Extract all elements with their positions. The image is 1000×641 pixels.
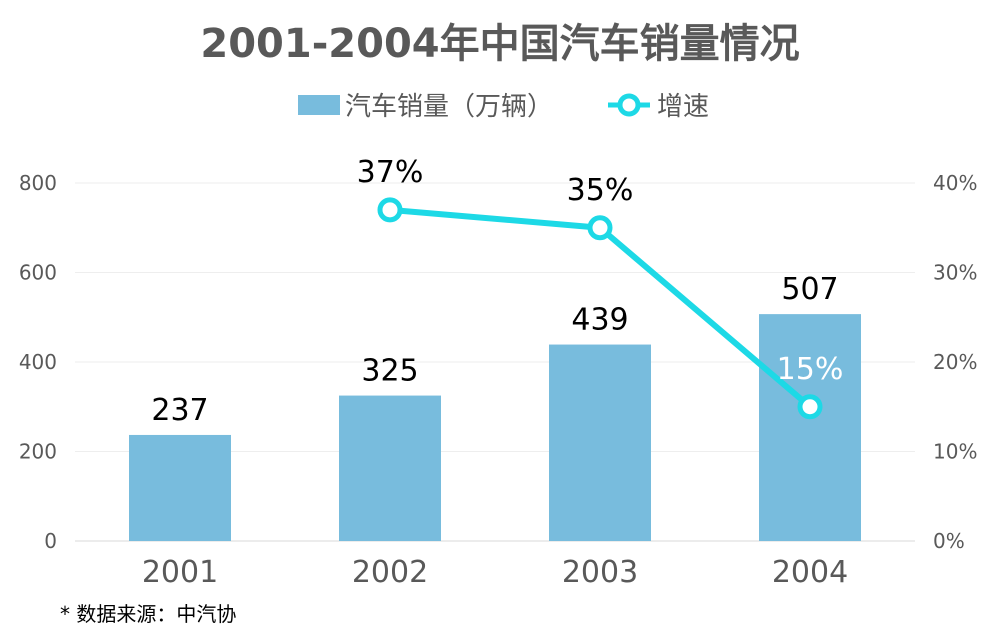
y-left-tick-label: 800: [19, 171, 57, 195]
x-tick-label: 2002: [352, 555, 428, 590]
legend: 汽车销量（万辆） 增速: [298, 92, 709, 122]
growth-point-2002: [377, 197, 403, 223]
growth-data-label: 35%: [567, 173, 634, 208]
bar-2002: [339, 395, 441, 541]
bar-2001: [129, 434, 231, 541]
bar-data-label: 237: [151, 393, 208, 428]
y-right-tick-label: 40%: [933, 171, 977, 195]
growth-data-label: 37%: [357, 155, 424, 190]
y-left-tick-label: 400: [19, 350, 57, 374]
legend-label-sales: 汽车销量（万辆）: [345, 92, 553, 122]
growth-data-label: 15%: [777, 352, 844, 387]
y-left-tick-label: 600: [19, 261, 57, 285]
x-tick-label: 2004: [772, 555, 848, 590]
y-left-tick-label: 0: [44, 529, 57, 553]
y-axis-left: 0 200 400 600 800: [19, 171, 57, 553]
bar-2003: [549, 344, 651, 541]
bar-2004: [759, 314, 861, 541]
growth-point-2003: [587, 215, 613, 241]
y-left-tick-label: 200: [19, 440, 57, 464]
y-right-tick-label: 30%: [933, 261, 977, 285]
source-note: * 数据来源：中汽协: [60, 602, 236, 626]
line-series: 37% 35% 15%: [357, 155, 844, 420]
y-right-tick-label: 20%: [933, 350, 977, 374]
x-tick-label: 2003: [562, 555, 638, 590]
bar-data-label: 325: [361, 354, 418, 389]
y-right-tick-label: 0%: [933, 529, 965, 553]
growth-point-2004: [797, 394, 823, 420]
legend-label-growth: 增速: [657, 92, 709, 122]
x-axis: 2001 2002 2003 2004: [142, 555, 848, 590]
bar-data-label: 507: [781, 272, 838, 307]
y-axis-right: 0% 10% 20% 30% 40%: [933, 171, 977, 553]
x-tick-label: 2001: [142, 555, 218, 590]
bar-data-label: 439: [571, 303, 628, 338]
legend-swatch-sales: [298, 95, 340, 115]
chart-title: 2001-2004年中国汽车销量情况: [200, 21, 799, 67]
y-right-tick-label: 10%: [933, 440, 977, 464]
bar-series: 237 325 439 507: [129, 272, 861, 541]
legend-marker-growth: [617, 93, 641, 117]
